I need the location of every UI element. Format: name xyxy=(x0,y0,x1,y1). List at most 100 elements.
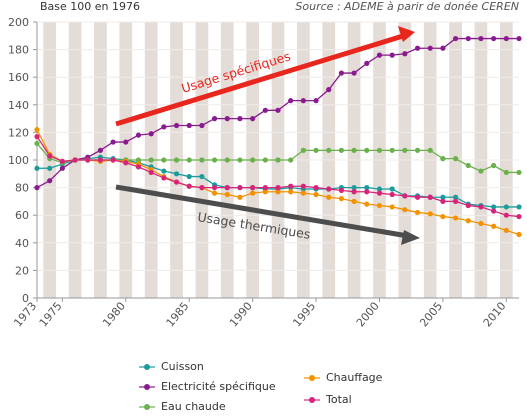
point-total-2009 xyxy=(491,208,497,214)
point-total-1988 xyxy=(224,185,230,191)
point-eau-chaude-2005 xyxy=(440,156,446,162)
point-cuisson-2006 xyxy=(452,194,459,200)
point-electricite-specifique-2001 xyxy=(389,52,395,58)
y-tick-60: 60 xyxy=(15,209,29,222)
point-eau-chaude-1986 xyxy=(199,157,205,163)
point-total-1987 xyxy=(211,185,218,191)
point-electricite-specifique-2003 xyxy=(414,45,421,51)
point-chauffage-2006 xyxy=(452,215,459,221)
point-chauffage-2010 xyxy=(503,227,509,233)
y-tick-200: 200 xyxy=(8,16,29,29)
y-tick-20: 20 xyxy=(15,264,29,277)
point-cuisson-2000 xyxy=(376,186,383,192)
y-tick-labels: 0 20 40 60 80 100 120 140 160 180 200 xyxy=(8,16,37,305)
point-total-2010 xyxy=(503,212,509,218)
point-total-1980 xyxy=(123,160,129,166)
point-electricite-specifique-1990 xyxy=(250,116,256,122)
point-eau-chaude-1995 xyxy=(313,147,319,153)
y-tick-120: 120 xyxy=(8,126,29,139)
legend-marker-cuisson xyxy=(139,364,155,370)
point-electricite-specifique-1986 xyxy=(199,122,205,129)
point-electricite-specifique-1974 xyxy=(47,178,53,184)
point-total-1978 xyxy=(97,157,104,163)
point-chauffage-2009 xyxy=(491,223,497,229)
point-chauffage-1990 xyxy=(250,190,256,196)
point-eau-chaude-1999 xyxy=(364,147,370,153)
point-electricite-specifique-2009 xyxy=(491,35,497,42)
point-electricite-specifique-1975 xyxy=(59,165,65,171)
point-total-2004 xyxy=(427,194,433,200)
legend-marker-chauffage xyxy=(304,375,320,381)
point-cuisson-1999 xyxy=(364,185,370,191)
y-tick-0: 0 xyxy=(22,292,29,305)
point-electricite-specifique-1984 xyxy=(173,122,180,129)
point-cuisson-1973 xyxy=(34,165,40,171)
x-tick-1990: 1990 xyxy=(227,300,255,330)
point-electricite-specifique-2007 xyxy=(465,35,471,42)
point-chauffage-2002 xyxy=(402,207,408,213)
point-total-1999 xyxy=(364,189,370,195)
point-chauffage-1996 xyxy=(326,194,332,200)
x-tick-1980: 1980 xyxy=(100,300,128,330)
point-electricite-specifique-2008 xyxy=(478,35,484,42)
x-tick-2005: 2005 xyxy=(417,300,445,330)
y-tick-140: 140 xyxy=(8,99,29,112)
point-eau-chaude-1998 xyxy=(351,147,357,153)
point-electricite-specifique-2002 xyxy=(402,51,408,57)
point-total-1995 xyxy=(313,185,319,191)
point-chauffage-1987 xyxy=(211,190,218,196)
point-cuisson-1974 xyxy=(47,165,53,171)
point-chauffage-2001 xyxy=(389,204,395,210)
point-cuisson-1986 xyxy=(199,173,205,180)
point-eau-chaude-1988 xyxy=(224,157,230,163)
point-electricite-specifique-2000 xyxy=(376,52,383,58)
y-tick-40: 40 xyxy=(15,237,29,250)
point-total-1977 xyxy=(85,157,91,163)
point-eau-chaude-2007 xyxy=(465,162,471,169)
point-total-1984 xyxy=(173,179,180,185)
point-chauffage-1989 xyxy=(237,194,243,200)
x-tick-1975: 1975 xyxy=(37,300,65,330)
x-tick-1985: 1985 xyxy=(164,300,192,330)
legend-marker-eau xyxy=(139,404,155,410)
gridlines xyxy=(37,21,519,271)
point-electricite-specifique-1987 xyxy=(211,116,218,122)
point-total-2007 xyxy=(465,202,471,209)
point-electricite-specifique-1996 xyxy=(326,87,332,93)
point-chauffage-2011 xyxy=(516,231,522,238)
point-eau-chaude-1983 xyxy=(161,157,167,163)
point-eau-chaude-1973 xyxy=(34,140,40,147)
point-eau-chaude-2002 xyxy=(402,147,408,153)
point-total-2003 xyxy=(414,194,421,200)
point-cuisson-1983 xyxy=(161,168,167,174)
point-electricite-specifique-1978 xyxy=(97,147,104,153)
point-total-1975 xyxy=(59,158,65,164)
point-total-2005 xyxy=(440,198,446,204)
point-eau-chaude-2001 xyxy=(389,147,395,153)
point-electricite-specifique-1979 xyxy=(110,139,116,145)
legend-label-electricite: Electricité spécifique xyxy=(161,380,276,393)
point-total-2006 xyxy=(452,198,459,204)
point-electricite-specifique-1973 xyxy=(34,185,40,191)
x-tick-1973: 1973 xyxy=(11,300,39,330)
point-electricite-specifique-1993 xyxy=(288,98,294,104)
point-eau-chaude-1991 xyxy=(262,157,268,163)
point-chauffage-1994 xyxy=(300,190,306,196)
point-cuisson-2001 xyxy=(389,186,395,192)
point-eau-chaude-1996 xyxy=(326,147,332,153)
point-total-1998 xyxy=(351,189,357,195)
x-tick-1995: 1995 xyxy=(290,300,318,330)
point-chauffage-1988 xyxy=(224,191,230,198)
point-eau-chaude-1990 xyxy=(250,157,256,163)
point-chauffage-2005 xyxy=(440,213,446,220)
point-eau-chaude-1985 xyxy=(186,157,192,163)
y-tick-80: 80 xyxy=(15,182,29,195)
point-electricite-specifique-2004 xyxy=(427,45,433,51)
point-eau-chaude-2008 xyxy=(478,168,484,174)
point-eau-chaude-1997 xyxy=(338,147,345,153)
point-chauffage-1973 xyxy=(34,127,40,133)
point-electricite-specifique-1988 xyxy=(224,116,230,122)
point-eau-chaude-1984 xyxy=(173,157,180,163)
point-cuisson-1985 xyxy=(186,173,192,180)
